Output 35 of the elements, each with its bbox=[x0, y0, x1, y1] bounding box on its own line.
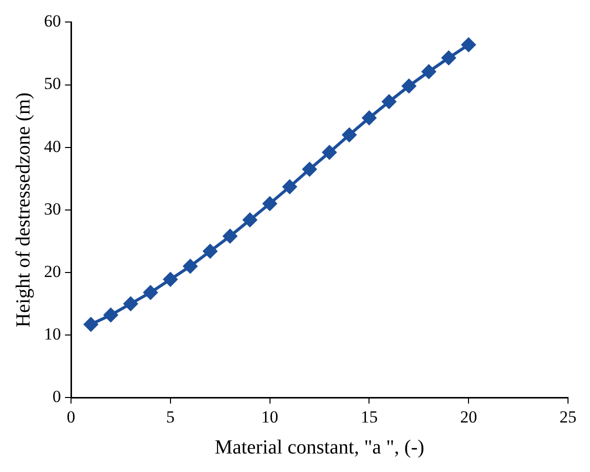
point bbox=[322, 145, 336, 160]
point bbox=[302, 162, 317, 176]
point bbox=[422, 64, 436, 79]
point bbox=[382, 94, 396, 109]
y-tick-label: 0 bbox=[52, 387, 61, 406]
y-tick-label: 40 bbox=[44, 136, 61, 156]
point bbox=[442, 50, 456, 65]
x-tick-label: 0 bbox=[66, 407, 76, 426]
y-tick-label: 60 bbox=[44, 12, 61, 31]
point bbox=[362, 110, 376, 125]
point bbox=[163, 272, 178, 286]
point bbox=[223, 229, 238, 244]
point bbox=[262, 196, 277, 211]
x-tick-label: 20 bbox=[460, 407, 478, 426]
point bbox=[124, 296, 138, 311]
y-axis-title: Height of destressedzone (m) bbox=[12, 92, 34, 328]
x-tick-label: 5 bbox=[166, 407, 175, 426]
x-axis-title: Material constant, "a ", (-) bbox=[214, 436, 424, 458]
point bbox=[282, 180, 297, 194]
x-tick-label: 15 bbox=[360, 407, 378, 426]
y-tick-label: 10 bbox=[44, 324, 61, 344]
point bbox=[203, 244, 218, 258]
point bbox=[104, 308, 118, 322]
x-tick-label: 10 bbox=[261, 407, 278, 426]
point bbox=[84, 317, 98, 332]
point bbox=[402, 79, 416, 94]
point bbox=[183, 259, 198, 274]
point bbox=[462, 38, 476, 52]
point bbox=[342, 128, 356, 142]
point bbox=[144, 285, 158, 300]
y-tick-label: 20 bbox=[44, 262, 61, 281]
point bbox=[242, 212, 257, 227]
y-tick-label: 50 bbox=[44, 74, 61, 94]
y-tick-label: 30 bbox=[44, 199, 61, 218]
x-tick-label: 25 bbox=[560, 407, 576, 426]
